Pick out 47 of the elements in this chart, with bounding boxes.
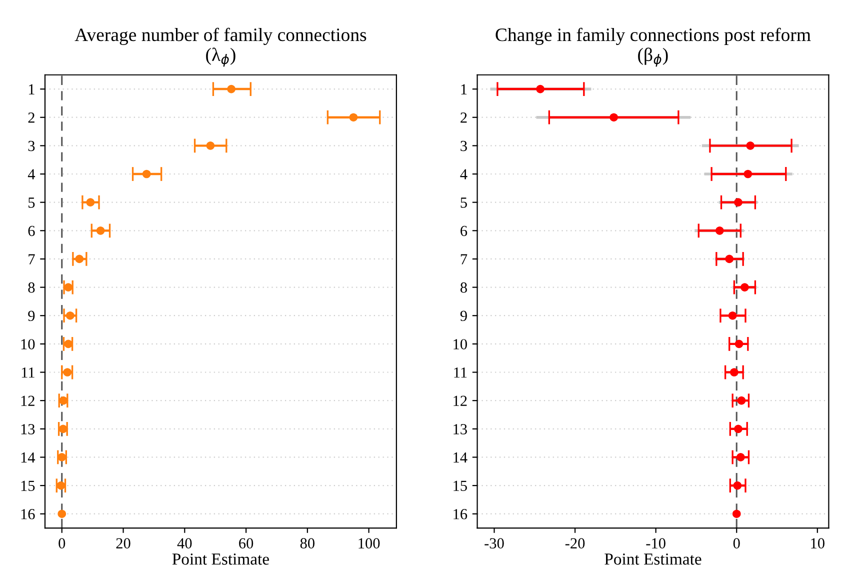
y-tick-label: 1 <box>28 84 34 94</box>
y-tick-label: 7 <box>460 254 468 264</box>
x-tick-label: 60 <box>239 538 254 548</box>
x-axis-title: Point Estimate <box>172 554 269 565</box>
y-tick-label: 15 <box>21 480 35 491</box>
x-tick-label: 40 <box>177 538 192 548</box>
y-tick-label: 8 <box>28 282 35 293</box>
x-axis-title: Point Estimate <box>604 554 702 565</box>
y-tick-label: 1 <box>461 84 467 94</box>
y-tick-label: 14 <box>454 452 468 463</box>
x-tick-label: -30 <box>484 538 504 548</box>
x-tick-label: 0 <box>733 538 740 548</box>
x-tick-label: 20 <box>116 538 130 548</box>
y-tick-label: 9 <box>460 310 467 322</box>
y-tick-label: 13 <box>21 424 35 434</box>
y-tick-label: 13 <box>454 424 467 434</box>
y-tick-label: 16 <box>21 509 35 520</box>
x-tick-label: -10 <box>646 538 666 548</box>
chart-title: Change in family connections post reform (β$_{ϕ}$) <box>496 28 811 67</box>
y-tick-label: 16 <box>454 509 468 520</box>
y-tick-label: 6 <box>28 226 35 236</box>
x-tick-label: 100 <box>358 538 380 548</box>
y-tick-label: 2 <box>28 112 34 123</box>
y-tick-label: 10 <box>454 339 467 350</box>
y-tick-label: 10 <box>21 339 35 350</box>
x-tick-label: 0 <box>58 538 66 548</box>
y-tick-label: 4 <box>460 169 468 180</box>
chart-title: Average number of family connections (λ$_{ϕ}$) <box>74 28 366 67</box>
x-tick-label: 10 <box>811 538 824 548</box>
y-tick-label: 2 <box>460 112 467 123</box>
y-tick-label: 5 <box>28 198 35 208</box>
x-tick-label: -20 <box>565 538 585 548</box>
y-tick-label: 12 <box>454 396 467 406</box>
y-tick-label: 11 <box>22 367 34 378</box>
y-tick-label: 14 <box>21 452 36 463</box>
y-tick-label: 4 <box>28 169 36 180</box>
y-tick-label: 3 <box>28 140 35 152</box>
y-tick-label: 15 <box>454 480 467 491</box>
y-tick-label: 6 <box>460 226 468 236</box>
y-tick-label: 11 <box>454 367 467 378</box>
y-tick-label: 9 <box>28 310 35 322</box>
y-tick-label: 5 <box>460 198 467 208</box>
y-tick-label: 3 <box>460 140 467 152</box>
y-tick-label: 8 <box>460 282 467 293</box>
y-tick-label: 7 <box>28 254 35 264</box>
x-tick-label: 80 <box>300 538 314 548</box>
y-tick-label: 12 <box>21 396 34 406</box>
